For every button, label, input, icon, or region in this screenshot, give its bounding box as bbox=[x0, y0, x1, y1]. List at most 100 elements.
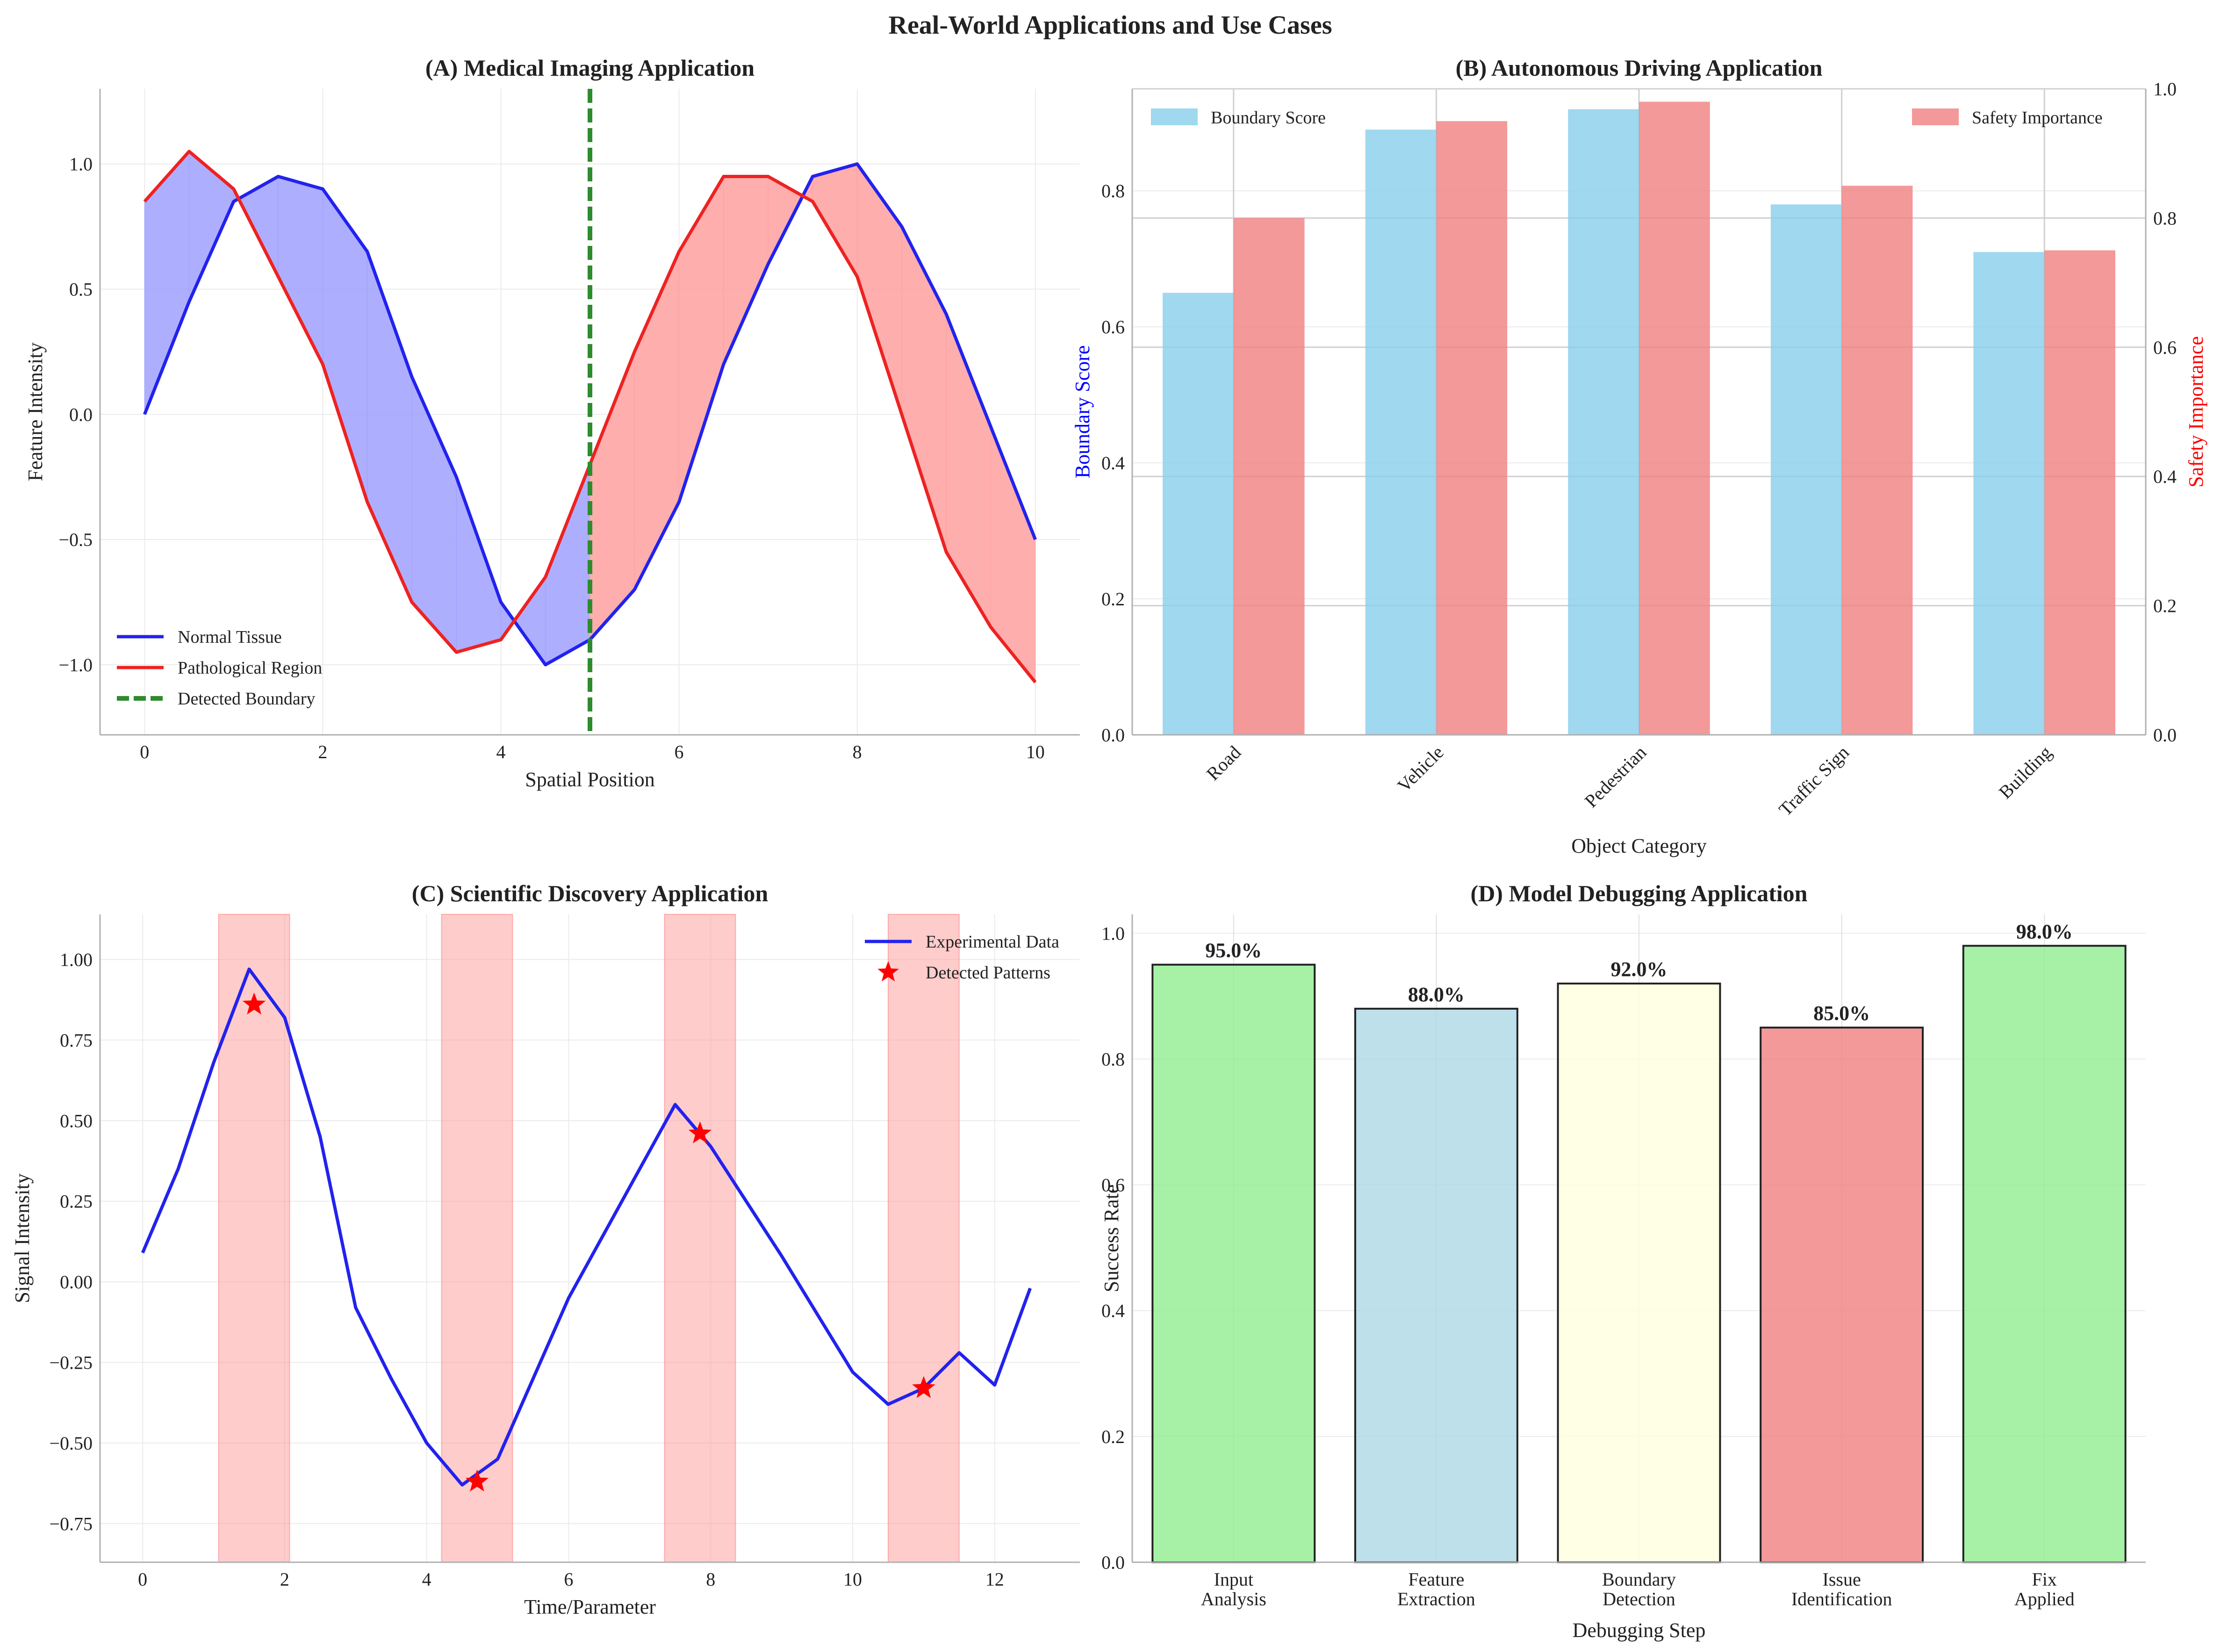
detected-pattern-marker bbox=[242, 992, 266, 1015]
y2-tick-label: 0.0 bbox=[2153, 725, 2177, 746]
x-tick-label: 4 bbox=[496, 741, 505, 762]
x-tick-label: 12 bbox=[985, 1569, 1004, 1590]
detected-pattern-marker bbox=[465, 1469, 489, 1492]
fill-between-region bbox=[322, 188, 368, 502]
y-tick-label: 0.6 bbox=[1101, 1175, 1125, 1196]
legend-swatch bbox=[877, 961, 899, 982]
y-tick-label: 1.00 bbox=[60, 949, 93, 970]
series-line-experimental-data bbox=[141, 967, 1032, 1487]
y-tick-label: 0.2 bbox=[1101, 1426, 1125, 1447]
x-tick-label: 8 bbox=[706, 1569, 715, 1590]
x-tick-label: 2 bbox=[318, 741, 327, 762]
panel-b-title: (B) Autonomous Driving Application bbox=[1456, 55, 1823, 81]
y-tick-label: 0.2 bbox=[1101, 589, 1125, 610]
x-tick-label: Extraction bbox=[1397, 1588, 1475, 1609]
x-axis-label: Time/Parameter bbox=[524, 1595, 656, 1618]
y-axis-label: Success Rate bbox=[1100, 1185, 1123, 1293]
bar-success-rate bbox=[1354, 1007, 1518, 1564]
x-tick-label: Feature bbox=[1408, 1569, 1464, 1590]
x-tick-label: Building bbox=[1995, 742, 2056, 803]
bar-data-label: 92.0% bbox=[1611, 958, 1668, 981]
fill-between-region bbox=[144, 151, 190, 415]
bar-boundary-score bbox=[1568, 109, 1639, 735]
legend-entry: Normal Tissue bbox=[178, 627, 282, 647]
x-tick-label: 4 bbox=[422, 1569, 431, 1590]
bar-safety-importance bbox=[1233, 218, 1305, 735]
bar-safety-importance bbox=[1639, 101, 1710, 735]
panel-c-title: (C) Scientific Discovery Application bbox=[412, 880, 769, 906]
x-tick-label: Road bbox=[1202, 742, 1245, 785]
panel-c-scientific-discovery: 0 2 4 6 8 10 12 −0.75 −0.50 −0.25 0.00 0.25 0.50 0.75… bbox=[11, 880, 1080, 1618]
fill-between-region bbox=[723, 176, 769, 365]
x-axis-label: Spatial Position bbox=[525, 768, 654, 791]
x-tick-label: Identification bbox=[1791, 1588, 1892, 1609]
fill-between-region bbox=[946, 314, 991, 628]
fill-between-region bbox=[500, 576, 546, 666]
x-tick-label: Fix bbox=[2032, 1569, 2057, 1590]
bar-data-label: 98.0% bbox=[2016, 920, 2073, 943]
y-axis-label: Boundary Score bbox=[1071, 345, 1094, 479]
x-tick-label: Applied bbox=[2014, 1588, 2075, 1609]
panel-b-autonomous-driving: 0.0 0.2 0.4 0.6 0.8 0.0 0.2 0.4 0.6 0.8 1.0 Road Veh… bbox=[1071, 55, 2207, 857]
x-axis-label: Debugging Step bbox=[1573, 1619, 1706, 1642]
x-tick-label: 6 bbox=[564, 1569, 573, 1590]
y-tick-label: 0.00 bbox=[60, 1271, 93, 1293]
x-tick-label: 2 bbox=[280, 1569, 289, 1590]
x-tick-label: 6 bbox=[675, 741, 684, 762]
y-tick-label: −0.25 bbox=[49, 1352, 93, 1373]
y-tick-label: 0.50 bbox=[60, 1110, 93, 1131]
legend-entry: Detected Boundary bbox=[178, 689, 315, 709]
detected-pattern-marker bbox=[688, 1121, 712, 1143]
y2-tick-label: 0.4 bbox=[2153, 466, 2177, 487]
x-tick-label: Analysis bbox=[1201, 1588, 1266, 1609]
x-tick-label: 0 bbox=[140, 741, 149, 762]
y2-tick-label: 0.8 bbox=[2153, 208, 2177, 229]
bar-boundary-score bbox=[1365, 129, 1437, 735]
y-tick-label: 0.4 bbox=[1101, 453, 1125, 474]
x-tick-label: 8 bbox=[853, 741, 862, 762]
y-tick-label: 0.8 bbox=[1101, 1049, 1125, 1070]
y-tick-label: 0.5 bbox=[69, 279, 93, 300]
bar-success-rate bbox=[1962, 945, 2127, 1563]
legend-entry: Boundary Score bbox=[1211, 108, 1326, 128]
y-tick-label: 0.6 bbox=[1101, 316, 1125, 338]
y-tick-label: 0.0 bbox=[1101, 725, 1125, 746]
y-tick-label: −1.0 bbox=[58, 654, 93, 675]
bar-safety-importance bbox=[1841, 186, 1913, 735]
y-tick-label: 0.0 bbox=[69, 404, 93, 425]
y-tick-label: 1.0 bbox=[69, 154, 93, 175]
x-tick-label: Traffic Sign bbox=[1775, 742, 1853, 820]
bar-data-label: 95.0% bbox=[1205, 939, 1262, 962]
x-axis-label: Object Category bbox=[1571, 834, 1707, 857]
y2-axis-label: Safety Importance bbox=[2185, 336, 2207, 488]
fill-between-region bbox=[857, 163, 902, 415]
y-axis-label: Signal Intensity bbox=[11, 1173, 34, 1303]
y2-tick-label: 0.2 bbox=[2153, 596, 2177, 617]
y2-tick-label: 1.0 bbox=[2153, 79, 2177, 100]
fill-between-region bbox=[189, 151, 234, 302]
legend-swatch bbox=[1912, 108, 1959, 125]
x-tick-label: 0 bbox=[138, 1569, 147, 1590]
y-tick-label: 1.0 bbox=[1101, 923, 1125, 944]
bar-safety-importance bbox=[2044, 250, 2115, 735]
y-tick-label: 0.8 bbox=[1101, 180, 1125, 201]
bar-boundary-score bbox=[1973, 252, 2045, 735]
detected-pattern-marker bbox=[912, 1376, 935, 1398]
panel-d-title: (D) Model Debugging Application bbox=[1471, 880, 1808, 906]
bar-boundary-score bbox=[1770, 204, 1842, 735]
bar-data-label: 85.0% bbox=[1813, 1002, 1870, 1025]
legend-entry: Safety Importance bbox=[1972, 108, 2103, 128]
highlight-span bbox=[441, 914, 513, 1563]
legend-swatch bbox=[1151, 108, 1198, 125]
panel-a-title: (A) Medical Imaging Application bbox=[425, 55, 755, 81]
bar-safety-importance bbox=[1436, 121, 1508, 735]
panel-a-medical-imaging: 0 2 4 6 8 10 −1.0 −0.5 0.0 0.5 1.0 (A) Medical Imag… bbox=[24, 55, 1080, 791]
fill-between-region bbox=[812, 164, 858, 278]
x-tick-label: 10 bbox=[843, 1569, 862, 1590]
y-tick-label: 0.4 bbox=[1101, 1300, 1125, 1322]
bar-success-rate bbox=[1557, 983, 1721, 1564]
bar-success-rate bbox=[1760, 1027, 1924, 1563]
fill-between-region bbox=[679, 175, 724, 502]
